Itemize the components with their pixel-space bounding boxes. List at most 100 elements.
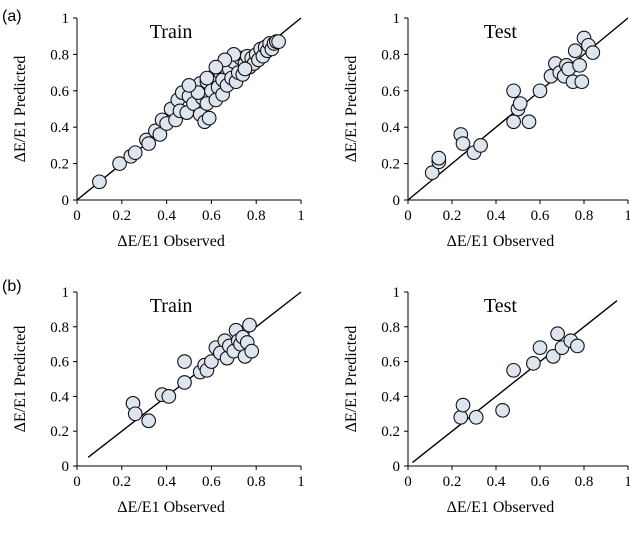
data-point <box>181 77 197 93</box>
y-tick-label: 1 <box>393 285 401 301</box>
x-tick-label: 0.8 <box>575 208 594 224</box>
x-axis-label: ΔE/E1 Observed <box>117 233 225 250</box>
data-point <box>512 96 528 111</box>
x-tick-label: 0.4 <box>157 474 176 490</box>
y-tick-label: 0.4 <box>50 120 69 136</box>
data-point <box>532 340 548 356</box>
y-tick-label: 0.6 <box>50 355 69 371</box>
data-point <box>455 397 471 413</box>
data-point <box>92 174 107 190</box>
data-point <box>468 409 484 425</box>
data-point <box>506 362 521 378</box>
data-point <box>526 355 541 371</box>
data-point <box>453 409 469 425</box>
y-tick-label: 0 <box>393 459 401 475</box>
data-point <box>521 114 537 130</box>
data-point <box>455 136 471 151</box>
data-point <box>585 45 601 60</box>
x-tick-label: 0.6 <box>531 208 550 224</box>
chart-panel-1: 0 0.2 0.4 0.6 0.8 1 0 0.2 0.4 0.6 0.8 1 Test ΔE/E1 Ob… <box>343 11 630 250</box>
x-tick-label: 0 <box>73 474 81 490</box>
y-axis-label: ΔE/E1 Predicted <box>343 326 360 433</box>
y-tick-label: 0 <box>393 193 401 209</box>
y-tick-label: 0 <box>62 459 70 475</box>
data-point <box>574 74 590 90</box>
x-tick-label: 1 <box>297 208 305 224</box>
data-point <box>141 413 157 429</box>
fit-line <box>411 300 618 464</box>
y-tick-label: 0.6 <box>381 355 400 371</box>
chart-panel-2: 0 0.2 0.4 0.6 0.8 1 0 0.2 0.4 0.6 0.8 1 Train ΔE/E1 O… <box>12 285 305 516</box>
data-point <box>199 70 215 86</box>
data-point <box>177 354 192 369</box>
x-axis-label: ΔE/E1 Observed <box>117 499 225 516</box>
y-tick-label: 0.2 <box>50 157 69 173</box>
x-tick-label: 0.4 <box>487 208 506 224</box>
x-tick-label: 0.6 <box>202 208 221 224</box>
data-point <box>431 150 447 166</box>
data-point <box>473 138 488 153</box>
data-point <box>177 375 192 390</box>
data-point <box>204 354 219 369</box>
data-point <box>506 114 521 130</box>
y-tick-label: 0.8 <box>381 47 400 63</box>
data-point <box>506 83 521 99</box>
data-point <box>550 326 565 342</box>
chart-title: Train <box>150 295 193 317</box>
chart-title: Test <box>484 295 517 317</box>
y-tick-label: 0.2 <box>381 424 400 440</box>
data-point <box>271 34 286 50</box>
y-tick-label: 0.4 <box>50 389 69 405</box>
y-tick-label: 0.6 <box>381 84 400 100</box>
y-axis-label: ΔE/E1 Predicted <box>343 56 360 163</box>
y-axis-label: ΔE/E1 Predicted <box>12 56 29 163</box>
x-tick-label: 0.6 <box>531 474 550 490</box>
data-point <box>424 165 440 181</box>
y-tick-label: 0.2 <box>381 157 400 173</box>
data-point <box>244 343 260 359</box>
data-point <box>127 406 143 422</box>
x-tick-label: 0.8 <box>575 474 594 490</box>
x-tick-label: 0 <box>404 474 412 490</box>
x-tick-label: 0 <box>73 208 81 224</box>
y-tick-label: 0.4 <box>381 120 400 136</box>
chart-panel-3: 0 0.2 0.4 0.6 0.8 1 0 0.2 0.4 0.6 0.8 1 Test ΔE/E1 Ob… <box>343 285 630 516</box>
data-point <box>127 145 143 161</box>
x-tick-label: 1 <box>297 474 305 490</box>
data-point <box>545 349 561 364</box>
x-tick-label: 0.8 <box>247 474 266 490</box>
data-point <box>208 59 224 75</box>
data-point <box>201 110 217 126</box>
chart-panel-0: 0 0.2 0.4 0.6 0.8 1 0 0.2 0.4 0.6 0.8 1 Train ΔE/E1 O… <box>12 11 305 250</box>
x-tick-label: 0.2 <box>443 208 462 224</box>
y-tick-label: 0.8 <box>381 320 400 336</box>
x-axis-label: ΔE/E1 Observed <box>447 233 555 250</box>
y-tick-label: 1 <box>62 11 70 27</box>
data-point <box>570 338 585 354</box>
x-tick-label: 0.2 <box>112 208 131 224</box>
y-tick-label: 0.8 <box>50 320 69 336</box>
data-point <box>161 389 177 404</box>
data-point <box>112 156 127 171</box>
data-point <box>572 57 587 73</box>
panel-label-a: (a) <box>2 8 22 25</box>
y-tick-label: 0.6 <box>50 84 69 100</box>
y-tick-label: 0.8 <box>50 47 69 63</box>
data-point <box>141 136 157 151</box>
data-point <box>242 317 257 333</box>
x-tick-label: 0.8 <box>247 208 266 224</box>
y-tick-label: 0.2 <box>50 424 69 440</box>
panel-label-b: (b) <box>2 278 22 295</box>
x-tick-label: 0.4 <box>487 474 506 490</box>
data-point <box>495 402 510 418</box>
x-tick-label: 0.4 <box>157 208 176 224</box>
x-axis-label: ΔE/E1 Observed <box>447 499 555 516</box>
x-tick-label: 0.6 <box>202 474 221 490</box>
y-tick-label: 1 <box>62 285 70 301</box>
y-axis-label: ΔE/E1 Predicted <box>12 326 29 433</box>
x-tick-label: 1 <box>624 474 630 490</box>
data-point <box>532 83 548 99</box>
chart-title: Test <box>484 21 517 43</box>
y-tick-label: 0 <box>62 193 70 209</box>
